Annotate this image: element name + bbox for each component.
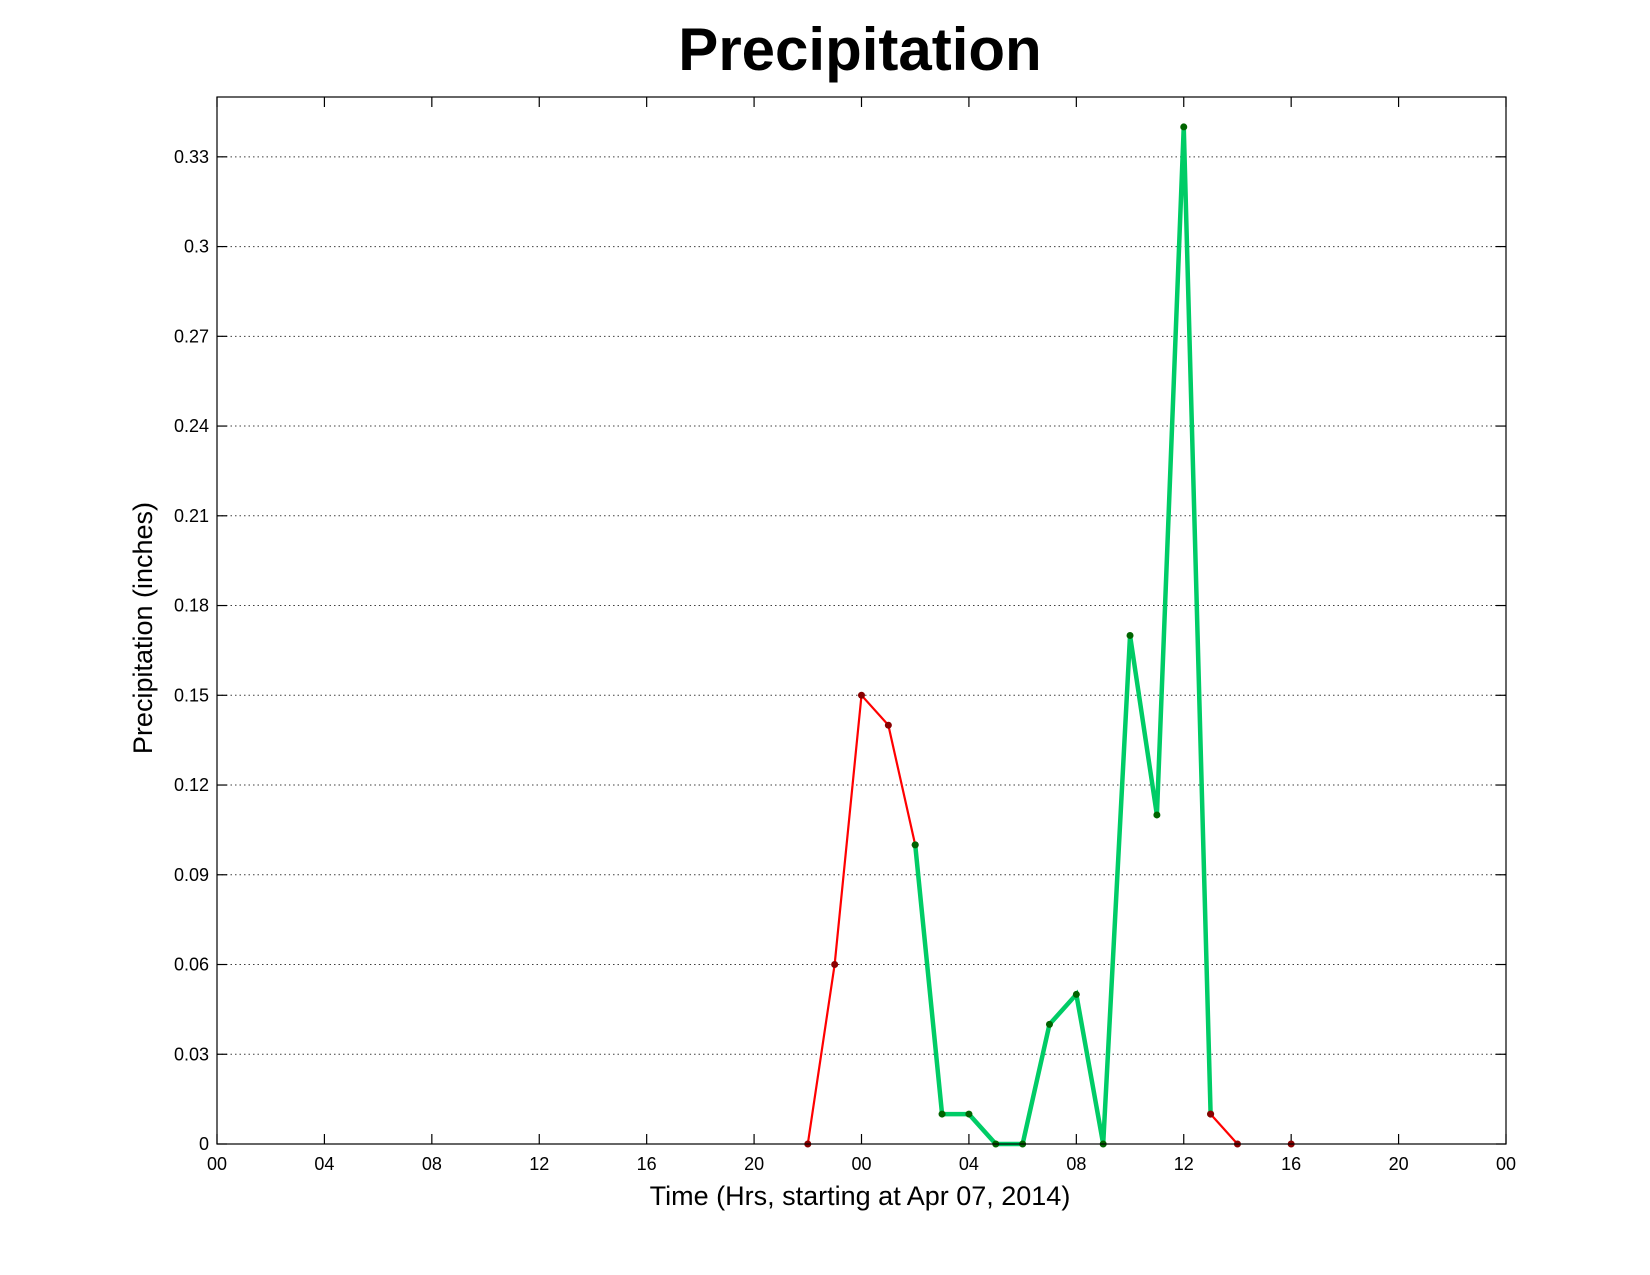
y-tick-label: 0.18	[174, 596, 209, 616]
y-tick-label: 0.06	[174, 955, 209, 975]
y-tick-label: 0.33	[174, 147, 209, 167]
data-point	[938, 1110, 946, 1118]
x-tick-label: 04	[959, 1154, 979, 1174]
y-tick-label: 0.27	[174, 326, 209, 346]
x-tick-label: 12	[529, 1154, 549, 1174]
y-tick-label: 0.24	[174, 416, 209, 436]
y-tick-label: 0.21	[174, 506, 209, 526]
data-point	[1153, 811, 1161, 819]
x-tick-label: 08	[1066, 1154, 1086, 1174]
data-point	[965, 1110, 973, 1118]
data-point	[1072, 990, 1080, 998]
tick-layer: 0 0.03 0.06 0.09 0.12 0.15 0.18 0.21 0.24 0.27 0.3…	[174, 97, 1516, 1174]
grid-layer	[217, 156, 1506, 1055]
y-tick-label: 0.12	[174, 775, 209, 795]
x-tick-label: 16	[1281, 1154, 1301, 1174]
series-layer	[804, 123, 1295, 1148]
data-point	[858, 691, 865, 699]
data-point	[884, 721, 892, 729]
x-tick-label: 08	[422, 1154, 442, 1174]
y-axis-label: Precipitation (inches)	[128, 502, 158, 754]
y-tick-label: 0.09	[174, 865, 209, 885]
data-point	[1207, 1110, 1215, 1118]
data-point	[911, 841, 919, 849]
data-point	[1126, 631, 1134, 639]
y-tick-label: 0.15	[174, 685, 209, 705]
x-axis-label: Time (Hrs, starting at Apr 07, 2014)	[650, 1181, 1071, 1211]
x-tick-label: 00	[851, 1154, 871, 1174]
y-tick-label: 0.3	[184, 237, 209, 257]
x-tick-label: 00	[1496, 1154, 1516, 1174]
x-tick-label: 16	[637, 1154, 657, 1174]
data-point	[831, 961, 839, 969]
x-tick-label: 20	[1389, 1154, 1409, 1174]
data-point	[1180, 123, 1188, 131]
y-tick-label: 0.03	[174, 1044, 209, 1064]
data-point	[1045, 1020, 1053, 1028]
series-line	[912, 126, 1213, 1147]
x-tick-label: 04	[314, 1154, 334, 1174]
series-line	[1209, 1113, 1239, 1145]
x-tick-label: 00	[207, 1154, 227, 1174]
plot-frame	[216, 96, 1507, 1145]
y-tick-label: 0	[199, 1134, 209, 1154]
x-tick-label: 12	[1174, 1154, 1194, 1174]
chart-title: Precipitation	[678, 16, 1041, 83]
x-tick-label: 20	[744, 1154, 764, 1174]
